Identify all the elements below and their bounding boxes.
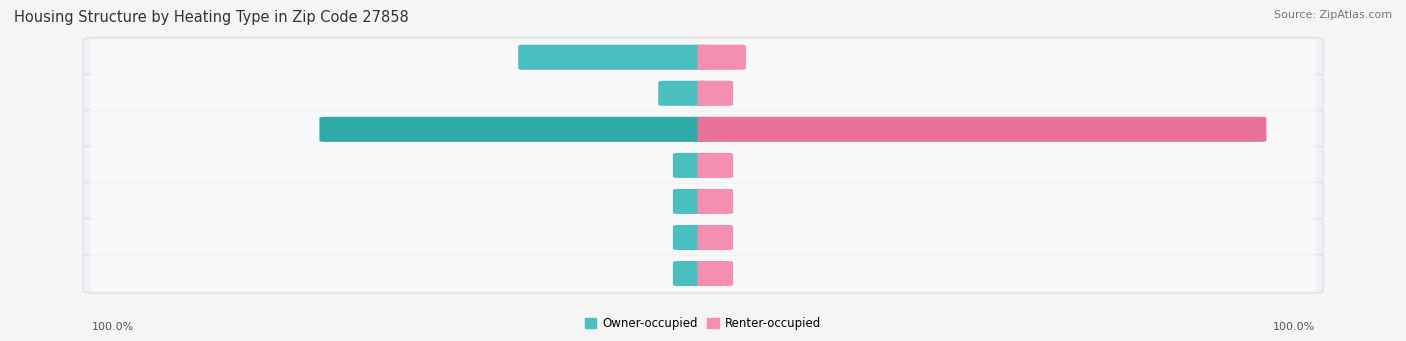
Text: Bottled, Tank, or LP Gas: Bottled, Tank, or LP Gas	[633, 87, 773, 100]
Text: 0.15%: 0.15%	[735, 160, 770, 170]
Text: 100.0%: 100.0%	[1272, 322, 1315, 332]
Text: 1.3%: 1.3%	[735, 88, 763, 98]
Text: 1.4%: 1.4%	[735, 268, 765, 279]
Text: 1.4%: 1.4%	[641, 268, 671, 279]
Text: 0.86%: 0.86%	[634, 233, 671, 242]
Text: 0.33%: 0.33%	[636, 160, 671, 170]
Text: Utility Gas: Utility Gas	[672, 51, 734, 64]
Text: 29.3%: 29.3%	[479, 52, 516, 62]
Text: 0.0%: 0.0%	[735, 196, 763, 206]
Text: No Fuel Used: No Fuel Used	[665, 267, 741, 280]
Text: 0.0%: 0.0%	[735, 233, 763, 242]
Text: Electricity: Electricity	[673, 123, 733, 136]
Text: 100.0%: 100.0%	[91, 322, 134, 332]
Text: Fuel Oil or Kerosene: Fuel Oil or Kerosene	[644, 159, 762, 172]
Text: Housing Structure by Heating Type in Zip Code 27858: Housing Structure by Heating Type in Zip…	[14, 10, 409, 25]
Text: Source: ZipAtlas.com: Source: ZipAtlas.com	[1274, 10, 1392, 20]
Text: All other Fuels: All other Fuels	[661, 231, 745, 244]
Text: 6.4%: 6.4%	[627, 88, 655, 98]
Text: Coal or Coke: Coal or Coke	[665, 195, 741, 208]
Text: 6.1%: 6.1%	[749, 52, 778, 62]
Text: 61.8%: 61.8%	[589, 124, 628, 134]
Legend: Owner-occupied, Renter-occupied: Owner-occupied, Renter-occupied	[579, 313, 827, 335]
Text: 0.0%: 0.0%	[643, 196, 671, 206]
Text: 91.2%: 91.2%	[1102, 124, 1140, 134]
